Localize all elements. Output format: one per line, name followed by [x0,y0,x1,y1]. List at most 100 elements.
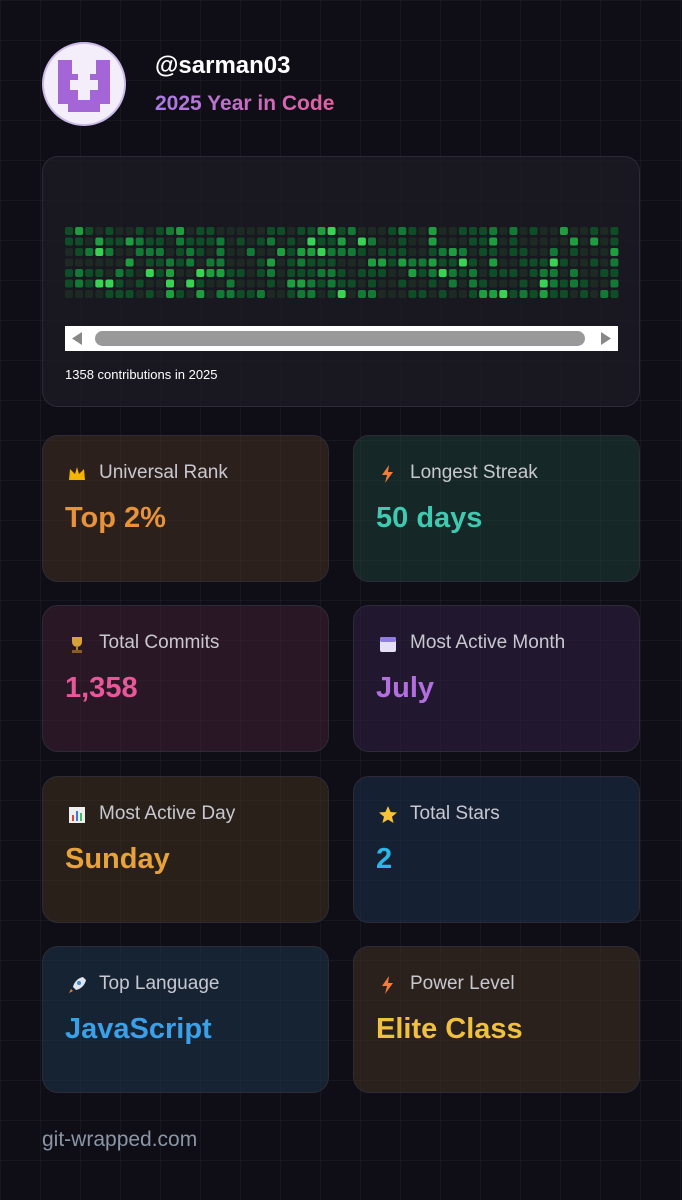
contribution-cell [448,269,457,277]
contribution-cell [580,258,589,267]
contribution-cell [115,290,124,298]
contribution-cell [570,279,578,288]
contribution-cell [600,227,609,235]
contribution-cell [115,237,124,246]
contribution-cell [519,269,528,277]
contribution-cell [489,227,498,235]
contribution-cell [105,290,114,298]
contribution-cell [176,227,185,235]
contribution-cell [549,248,558,256]
contribution-cell [327,237,336,246]
contribution-cell [176,237,185,246]
scrollbar[interactable] [65,326,618,351]
contribution-cell [337,248,346,256]
contribution-cell [327,248,336,256]
contribution-cell [216,248,225,256]
contribution-cell [256,227,265,235]
contribution-cell [226,269,235,277]
contribution-cell [529,248,538,256]
contribution-cell [469,227,477,235]
contribution-cell [418,290,427,298]
contribution-cell [307,237,316,246]
stat-label: Top Language [99,973,220,994]
contribution-cell [267,248,275,256]
contribution-cell [368,290,376,298]
contribution-cell [519,227,528,235]
contribution-cell [428,290,437,298]
contribution-cell [145,258,154,267]
contribution-cell [115,248,124,256]
stat-card: Total Commits 1,358 [42,605,329,752]
stat-card: Total Stars 2 [353,776,640,923]
contribution-cell [580,248,589,256]
contribution-cell [580,237,589,246]
contribution-cell [256,290,265,298]
contribution-cell [489,279,498,288]
contribution-cell [166,279,174,288]
contribution-cell [297,248,306,256]
contribution-cell [539,227,548,235]
stat-icon [69,807,85,823]
contribution-cell [469,258,477,267]
contribution-cell [408,279,417,288]
contribution-cell [378,258,387,267]
contribution-cell [105,258,114,267]
contribution-cell [287,227,296,235]
contribution-cell [155,269,164,277]
contribution-cell [95,269,104,277]
contribution-cell [236,269,245,277]
contribution-cell [317,290,326,298]
contribution-cell [145,290,154,298]
contribution-cell [368,248,376,256]
contribution-cell [176,269,185,277]
contribution-cell [378,290,387,298]
contribution-cell [388,290,397,298]
contribution-cell [590,290,599,298]
contribution-cell [75,258,84,267]
contribution-cell [580,279,589,288]
stat-value: Top 2% [65,502,166,534]
contribution-cell [438,258,447,267]
stat-icon [379,806,397,823]
contribution-cell [388,237,397,246]
contribution-cell [186,269,195,277]
contribution-cell [347,248,356,256]
contribution-cell [337,237,346,246]
contribution-cell [590,279,599,288]
contribution-cell [337,269,346,277]
contribution-cell [489,248,498,256]
contribution-cell [327,227,336,235]
contribution-cell [145,279,154,288]
stat-value: July [376,672,435,704]
contribution-cell [479,248,488,256]
contribution-cell [347,227,356,235]
stat-card: Most Active Month July [353,605,640,752]
contribution-cell [337,279,346,288]
contribution-cell [580,227,589,235]
contribution-cell [408,237,417,246]
contribution-cell [176,258,185,267]
contribution-cell [186,248,195,256]
contribution-cell [267,269,275,277]
contribution-cell [428,227,437,235]
contribution-cell [95,258,104,267]
contribution-cell [509,279,518,288]
contribution-cell [610,279,619,288]
subtitle: 2025 Year in Code [155,92,335,115]
contribution-cell [398,269,407,277]
contribution-cell [196,279,205,288]
contribution-cell [105,279,114,288]
contribution-cell [236,290,245,298]
contribution-cell [519,279,528,288]
contribution-cell [357,258,366,267]
contribution-cell [287,269,296,277]
contribution-cell [418,248,427,256]
contribution-cell [509,269,518,277]
contribution-cell [216,258,225,267]
contribution-cell [277,248,286,256]
contribution-cell [196,290,205,298]
stat-label: Power Level [410,973,515,994]
contribution-panel: 1358 contributions in 2025 [42,156,640,407]
contribution-cell [95,248,104,256]
contribution-cell [186,237,195,246]
